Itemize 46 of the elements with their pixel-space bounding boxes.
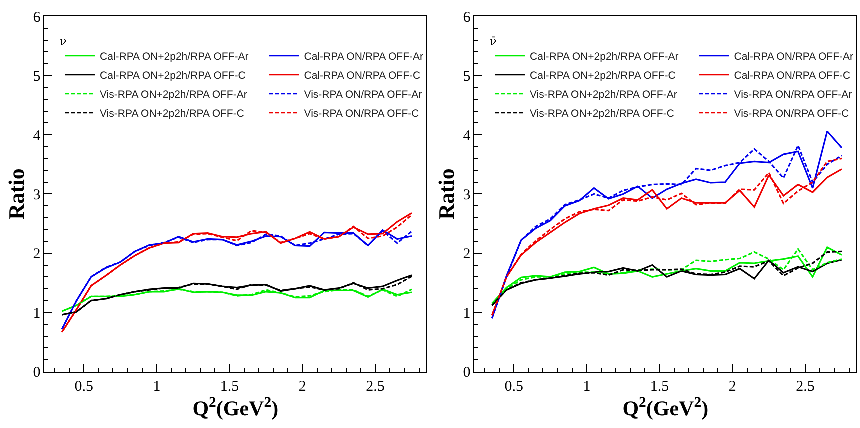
text: ν bbox=[60, 35, 67, 48]
y-tick-label: 6 bbox=[463, 10, 472, 26]
x-tick-label: 2.5 bbox=[366, 378, 385, 395]
x-tick-label: 1 bbox=[583, 378, 591, 395]
y-tick-label: 5 bbox=[33, 69, 41, 86]
legend-label: Vis-RPA ON/RPA OFF-Ar bbox=[304, 88, 423, 101]
x-tick-label: 1 bbox=[153, 378, 161, 395]
legend-label: Cal-RPA ON/RPA OFF-Ar bbox=[304, 50, 424, 63]
legend-label: Vis-RPA ON/RPA OFF-Ar bbox=[734, 88, 853, 101]
y-tick-label: 1 bbox=[33, 306, 41, 322]
legend-label: Vis-RPA ON+2p2h/RPA OFF-Ar bbox=[530, 88, 678, 101]
y-tick-label: 5 bbox=[463, 69, 471, 86]
y-tick-label: 1 bbox=[463, 306, 471, 322]
legend-label: Cal-RPA ON+2p2h/RPA OFF-Ar bbox=[530, 50, 680, 63]
x-tick-label: 2.5 bbox=[796, 378, 815, 395]
y-tick-label: 2 bbox=[463, 246, 471, 263]
x-tick-label: 2 bbox=[298, 378, 306, 395]
legend-label: Cal-RPA ON+2p2h/RPA OFF-C bbox=[530, 70, 676, 82]
y-tick-label: 3 bbox=[33, 187, 41, 204]
x-tick-label: 1.5 bbox=[220, 378, 240, 395]
legend-label: Cal-RPA ON/RPA OFF-C bbox=[304, 70, 421, 82]
x-tick-label: 1.5 bbox=[650, 378, 670, 395]
y-tick-label: 4 bbox=[33, 128, 42, 144]
text: ν̄ bbox=[490, 35, 497, 48]
legend-label: Vis-RPA ON+2p2h/RPA OFF-C bbox=[100, 108, 245, 120]
x-axis-title: Q$^{2}$(GeV$^{2}$) bbox=[622, 394, 709, 421]
y-tick-label: 0 bbox=[33, 365, 41, 382]
x-axis-title: Q$^{2}$(GeV$^{2}$) bbox=[192, 394, 279, 421]
y-tick-label: 2 bbox=[33, 246, 41, 263]
legend-label: Vis-RPA ON+2p2h/RPA OFF-Ar bbox=[100, 88, 248, 101]
legend-label: Cal-RPA ON+2p2h/RPA OFF-Ar bbox=[100, 50, 250, 63]
y-tick-label: 4 bbox=[463, 128, 472, 144]
y-tick-label: 6 bbox=[33, 10, 42, 26]
y-tick-label: 3 bbox=[463, 187, 471, 204]
x-tick-label: 2 bbox=[728, 378, 736, 395]
legend-label: Vis-RPA ON/RPA OFF-C bbox=[734, 108, 850, 120]
legend-label: Vis-RPA ON/RPA OFF-C bbox=[304, 108, 420, 120]
legend-label: Vis-RPA ON+2p2h/RPA OFF-C bbox=[530, 108, 675, 120]
x-tick-label: 0.5 bbox=[504, 378, 524, 395]
legend-label: Cal-RPA ON/RPA OFF-C bbox=[734, 70, 851, 82]
x-tick-label: 0.5 bbox=[74, 378, 94, 395]
y-axis-title: Ratio bbox=[434, 168, 460, 220]
legend-label: Cal-RPA ON/RPA OFF-Ar bbox=[734, 50, 854, 63]
y-tick-label: 0 bbox=[463, 365, 471, 382]
legend-label: Cal-RPA ON+2p2h/RPA OFF-C bbox=[100, 70, 246, 82]
y-axis-title: Ratio bbox=[4, 168, 30, 220]
